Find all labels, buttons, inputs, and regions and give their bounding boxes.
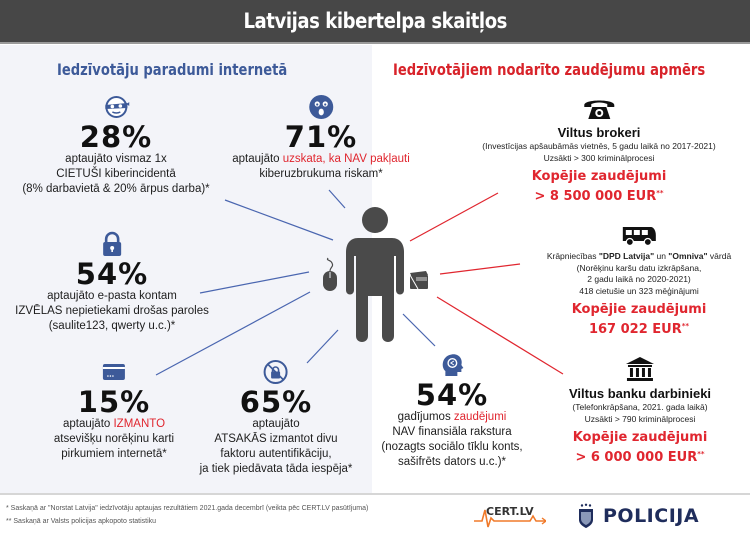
loss-detail: 418 cietušie un 323 mēģinājumi [579, 285, 699, 296]
footnote-mark: ** [681, 322, 690, 330]
stat-text: aptaujāto e-pasta kontam [47, 290, 177, 302]
stat-text: aptaujāto [252, 418, 300, 430]
stat-text-highlight: faktoru autentifikāciju, [220, 448, 332, 460]
loss-heading: Viltus banku darbinieki [568, 386, 712, 401]
stat-text-highlight: atsevišķu norēķinu karti [53, 433, 175, 445]
police-emblem-icon [579, 503, 593, 528]
loss-total-value: > 6 000 000 EUR** [569, 446, 711, 466]
loss-detail: 2 gadu laikā no 2020-2021) [587, 274, 691, 284]
surprised-face-icon [308, 95, 333, 119]
loss-total-label: Kopējie zaudējumi [572, 430, 708, 445]
stat-text: aptaujāto IZMANTO [54, 417, 174, 432]
footnote-mark: ** [656, 189, 664, 197]
bank-building-icon [625, 357, 654, 381]
head-share-icon [442, 354, 463, 376]
van-icon [623, 227, 656, 247]
loss-total-value: 167 022 EUR** [547, 318, 731, 338]
stat-text-highlight: NAV finansiāla rakstura [392, 426, 512, 438]
stat-text-highlight: CIETUŠI kiberincidentā [56, 168, 176, 180]
percent-value: 65% [239, 385, 313, 419]
right-panel [372, 45, 750, 493]
policija-text: POLICIJA [603, 505, 700, 527]
computer-mouse-icon [323, 257, 337, 291]
stat-text: sašifrēts dators u.c.)* [397, 456, 507, 468]
loss-total-value: > 8 500 000 EUR** [482, 185, 715, 205]
loss-total-amount: 167 022 EUR [588, 322, 682, 337]
stat-text: aptaujāto uzskata, ka NAV pakļauti [232, 152, 410, 167]
loss-total-label: Kopējie zaudējumi [531, 169, 667, 184]
section-title-losses: Iedzīvotājiem nodarīto zaudējumu apmērs [393, 60, 706, 79]
cert-lv-logo: CERT.LV [474, 505, 546, 528]
footnote-mark: ** [697, 450, 705, 458]
brand-omniva: "Omniva" [668, 251, 708, 261]
stat-text-prefix: gadījumos [397, 411, 454, 423]
loss-detail: (Investīcijas apšaubāmās vietnēs, 5 gadu… [482, 141, 716, 151]
stat-text-prefix: aptaujāto [232, 153, 283, 165]
padlock-icon [103, 231, 121, 256]
percent-value: 28% [79, 120, 153, 154]
stat-text: ja tiek piedāvata tāda iespēja* [199, 463, 353, 475]
footnote-survey: * Saskaņā ar "Norstat Latvija" iedzīvotā… [6, 505, 369, 512]
stat-text-highlight: zaudējumi [453, 411, 507, 423]
stat-text-highlight: IZMANTO [113, 418, 166, 430]
policija-logo: POLICIJA [577, 503, 699, 529]
stat-text: (nozagts sociālo tīklu konts, [381, 441, 523, 453]
stat-text-highlight: uzskata, ka NAV pakļauti [282, 153, 410, 165]
stat-text-prefix: aptaujāto [62, 418, 114, 430]
loss-fake-brokers: Viltus brokeri (Investīcijas apšaubāmās … [482, 97, 716, 205]
stat-text: (saulite123, qwerty u.c.)* [48, 320, 176, 332]
bandit-mask-icon [105, 96, 129, 118]
loss-detail: Uzsākti > 790 kriminālprocesi [584, 413, 696, 424]
loss-fake-bank-employees: Viltus banku darbinieki (Telefonkrāpšana… [569, 356, 711, 466]
loss-heading: Viltus brokeri [557, 125, 641, 140]
loss-detail: Krāpniecības "DPD Latvija" un "Omniva" v… [547, 251, 731, 263]
stat-risk-perception: 71% aptaujāto uzskata, ka NAV pakļauti k… [232, 94, 410, 182]
stat-non-financial-loss: 54% gadījumos zaudējumi NAV finansiāla r… [381, 352, 523, 470]
credit-card-icon [102, 364, 125, 380]
loss-detail: (Norēķinu karšu datu izkrāpšana, [576, 262, 702, 273]
percent-value: 71% [284, 120, 358, 154]
stat-text: kiberuzbrukuma riskam* [259, 168, 383, 180]
title-bar: Latvijas kibertelpa skaitļos [0, 0, 750, 44]
loss-total-amount: > 8 500 000 EUR [534, 189, 657, 204]
cert-lv-text: CERT.LV [486, 505, 534, 518]
footer-divider [0, 493, 750, 495]
loss-total-amount: > 6 000 000 EUR [575, 450, 698, 465]
stat-separate-card: 15% aptaujāto IZMANTO atsevišķu norēķinu… [54, 359, 174, 462]
stat-text: aptaujāto vismaz 1x [65, 153, 167, 165]
section-title-habits: Iedzīvotāju paradumi internetā [57, 60, 288, 79]
percent-value: 15% [77, 385, 151, 419]
telephone-icon [584, 100, 614, 119]
stat-text: pirkumiem internetā* [61, 448, 167, 460]
stat-text-highlight: IZVĒLAS nepietiekami drošas paroles [15, 305, 209, 317]
stat-text: (8% darbavietā & 20% ārpus darba)* [22, 183, 210, 195]
loss-detail: (Telefonkrāpšana, 2021. gada laikā) [572, 402, 708, 412]
person-icon [346, 207, 404, 342]
page-title: Latvijas kibertelpa skaitļos [243, 9, 507, 33]
stat-text-highlight: ATSAKĀS izmantot divu [214, 433, 338, 445]
loss-detail-text: vārdā [707, 251, 732, 261]
loss-detail-text: Krāpniecības [546, 251, 599, 261]
no-lock-icon [264, 360, 288, 384]
percent-value: 54% [415, 378, 489, 412]
loss-detail: Uzsākti > 300 kriminālprocesi [543, 152, 655, 163]
brand-dpd: "DPD Latvija" [598, 251, 655, 261]
loss-total-label: Kopējie zaudējumi [571, 302, 707, 317]
stat-text: gadījumos zaudējumi [381, 410, 522, 425]
loss-delivery-scam: Krāpniecības "DPD Latvija" un "Omniva" v… [547, 225, 731, 338]
stat-weak-passwords: 54% aptaujāto e-pasta kontam IZVĒLAS nep… [15, 231, 209, 334]
wallet-icon [409, 271, 428, 290]
heartbeat-line-icon [474, 509, 546, 528]
percent-value: 54% [75, 257, 149, 291]
stat-incident-victims: 28% aptaujāto vismaz 1x CIETUŠI kiberinc… [22, 94, 210, 197]
left-panel [0, 45, 372, 493]
footnote-police: ** Saskaņā ar Valsts policijas apkopoto … [6, 518, 157, 525]
stat-refuse-2fa: 65% aptaujāto ATSAKĀS izmantot divu fakt… [199, 359, 353, 477]
loss-detail-text: un [654, 251, 669, 261]
